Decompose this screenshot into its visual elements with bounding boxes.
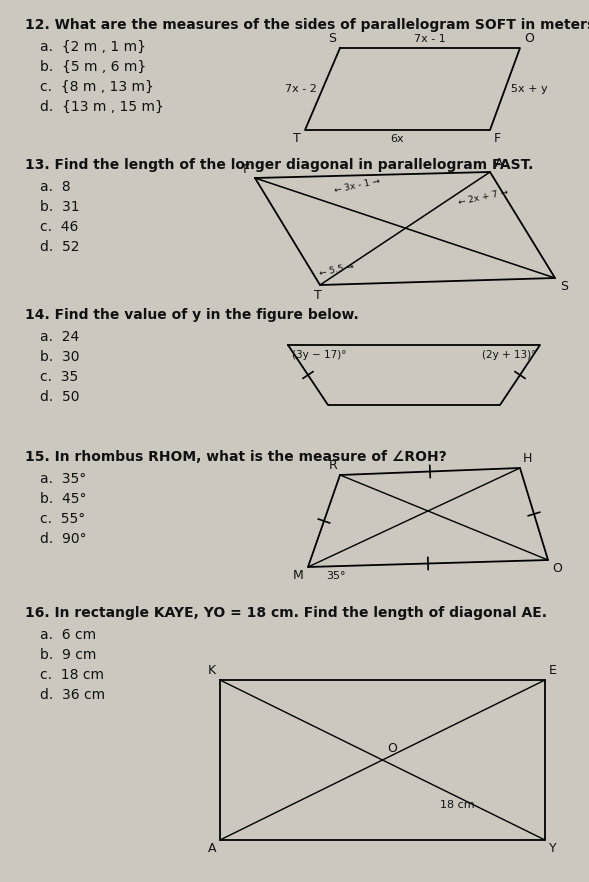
Text: c.  46: c. 46 (40, 220, 78, 234)
Text: S: S (560, 280, 568, 293)
Text: ← 5.5 →: ← 5.5 → (318, 262, 355, 278)
Text: a.  24: a. 24 (40, 330, 80, 344)
Text: F: F (243, 163, 250, 176)
Text: b.  30: b. 30 (40, 350, 80, 364)
Text: 15. In rhombus RHOM, what is the measure of ∠ROH?: 15. In rhombus RHOM, what is the measure… (25, 450, 446, 464)
Text: ← 3x - 1 →: ← 3x - 1 → (333, 176, 380, 195)
Text: 13. Find the length of the longer diagonal in parallelogram FAST.: 13. Find the length of the longer diagon… (25, 158, 534, 172)
Text: 7x - 2: 7x - 2 (284, 84, 316, 94)
Text: c.  {8 m , 13 m}: c. {8 m , 13 m} (40, 80, 154, 94)
Text: T: T (314, 289, 322, 302)
Text: H: H (523, 452, 532, 465)
Text: 6x: 6x (391, 134, 404, 144)
Text: ← 2x + 7 →: ← 2x + 7 → (458, 188, 509, 207)
Text: 7x - 1: 7x - 1 (414, 34, 446, 44)
Text: c.  55°: c. 55° (40, 512, 85, 526)
Text: K: K (208, 664, 216, 677)
Text: 16. In rectangle KAYE, YO = 18 cm. Find the length of diagonal AE.: 16. In rectangle KAYE, YO = 18 cm. Find … (25, 606, 547, 620)
Text: a.  6 cm: a. 6 cm (40, 628, 96, 642)
Text: a.  8: a. 8 (40, 180, 71, 194)
Text: M: M (293, 569, 304, 582)
Text: Y: Y (549, 842, 557, 855)
Text: c.  35: c. 35 (40, 370, 78, 384)
Text: 35°: 35° (326, 571, 346, 581)
Text: a.  35°: a. 35° (40, 472, 86, 486)
Text: A: A (495, 157, 504, 170)
Text: c.  18 cm: c. 18 cm (40, 668, 104, 682)
Text: (3y − 17)°: (3y − 17)° (292, 350, 346, 360)
Text: A: A (207, 842, 216, 855)
Text: b.  45°: b. 45° (40, 492, 87, 506)
Text: b.  31: b. 31 (40, 200, 80, 214)
Text: b.  9 cm: b. 9 cm (40, 648, 97, 662)
Text: S: S (328, 32, 336, 45)
Text: T: T (293, 132, 301, 145)
Text: d.  52: d. 52 (40, 240, 80, 254)
Text: F: F (494, 132, 501, 145)
Text: b.  {5 m , 6 m}: b. {5 m , 6 m} (40, 60, 146, 74)
Text: d.  36 cm: d. 36 cm (40, 688, 105, 702)
Text: a.  {2 m , 1 m}: a. {2 m , 1 m} (40, 40, 146, 54)
Text: E: E (549, 664, 557, 677)
Text: O: O (524, 32, 534, 45)
Text: O: O (388, 742, 398, 755)
Text: 12. What are the measures of the sides of parallelogram SOFT in meters?: 12. What are the measures of the sides o… (25, 18, 589, 32)
Text: O: O (552, 562, 562, 575)
Text: 14. Find the value of y in the figure below.: 14. Find the value of y in the figure be… (25, 308, 359, 322)
Text: (2y + 13)°: (2y + 13)° (482, 350, 536, 360)
Text: 5x + y: 5x + y (511, 84, 548, 94)
Text: R: R (328, 459, 337, 472)
Text: d.  90°: d. 90° (40, 532, 87, 546)
Text: d.  50: d. 50 (40, 390, 80, 404)
Text: d.  {13 m , 15 m}: d. {13 m , 15 m} (40, 100, 164, 114)
Text: 18 cm: 18 cm (440, 800, 475, 810)
